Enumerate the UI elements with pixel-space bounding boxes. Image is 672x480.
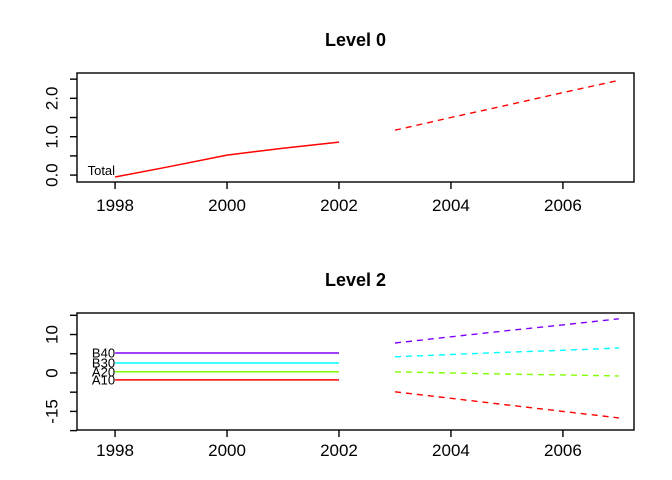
x-tick-label: 2004 [432, 441, 470, 460]
panel-1-title: Level 2 [325, 270, 386, 290]
x-tick-label: 2006 [544, 441, 582, 460]
series-line-forecast-a10 [394, 391, 619, 419]
x-tick-label: 2002 [320, 441, 358, 460]
y-tick-label: 10 [43, 325, 62, 344]
y-tick-label: 2.0 [43, 87, 62, 111]
y-tick-label: 0 [43, 368, 62, 377]
axis-box [76, 312, 635, 431]
series-line-forecast-a20 [394, 371, 619, 377]
series-label-total: Total [88, 163, 116, 178]
x-tick-label: 1998 [96, 196, 134, 215]
series-label-a10: A10 [92, 372, 115, 387]
x-tick-label: 2006 [544, 196, 582, 215]
y-tick-label: 1.0 [43, 125, 62, 149]
x-tick-label: 2000 [208, 441, 246, 460]
series-line-forecast-b30 [394, 347, 619, 358]
series-label-a20: A20 [92, 364, 115, 379]
x-tick-label: 2000 [208, 196, 246, 215]
series-label-b30: B30 [92, 355, 115, 370]
y-tick-label: 0.0 [43, 163, 62, 187]
x-tick-label: 2004 [432, 196, 470, 215]
y-tick-label: -15 [43, 399, 62, 424]
axis-box [76, 72, 635, 183]
panel-0-title: Level 0 [325, 30, 386, 50]
series-line-observed-total [114, 141, 340, 178]
x-tick-label: 2002 [320, 196, 358, 215]
series-line-forecast-total [394, 79, 620, 131]
x-tick-label: 1998 [96, 441, 134, 460]
panel-level-0: 1998 2000 2002 2004 2006 2.0 1.0 0.0 Total [43, 72, 635, 215]
series-line-forecast-b40 [394, 318, 619, 344]
series-label-b40: B40 [92, 345, 115, 360]
